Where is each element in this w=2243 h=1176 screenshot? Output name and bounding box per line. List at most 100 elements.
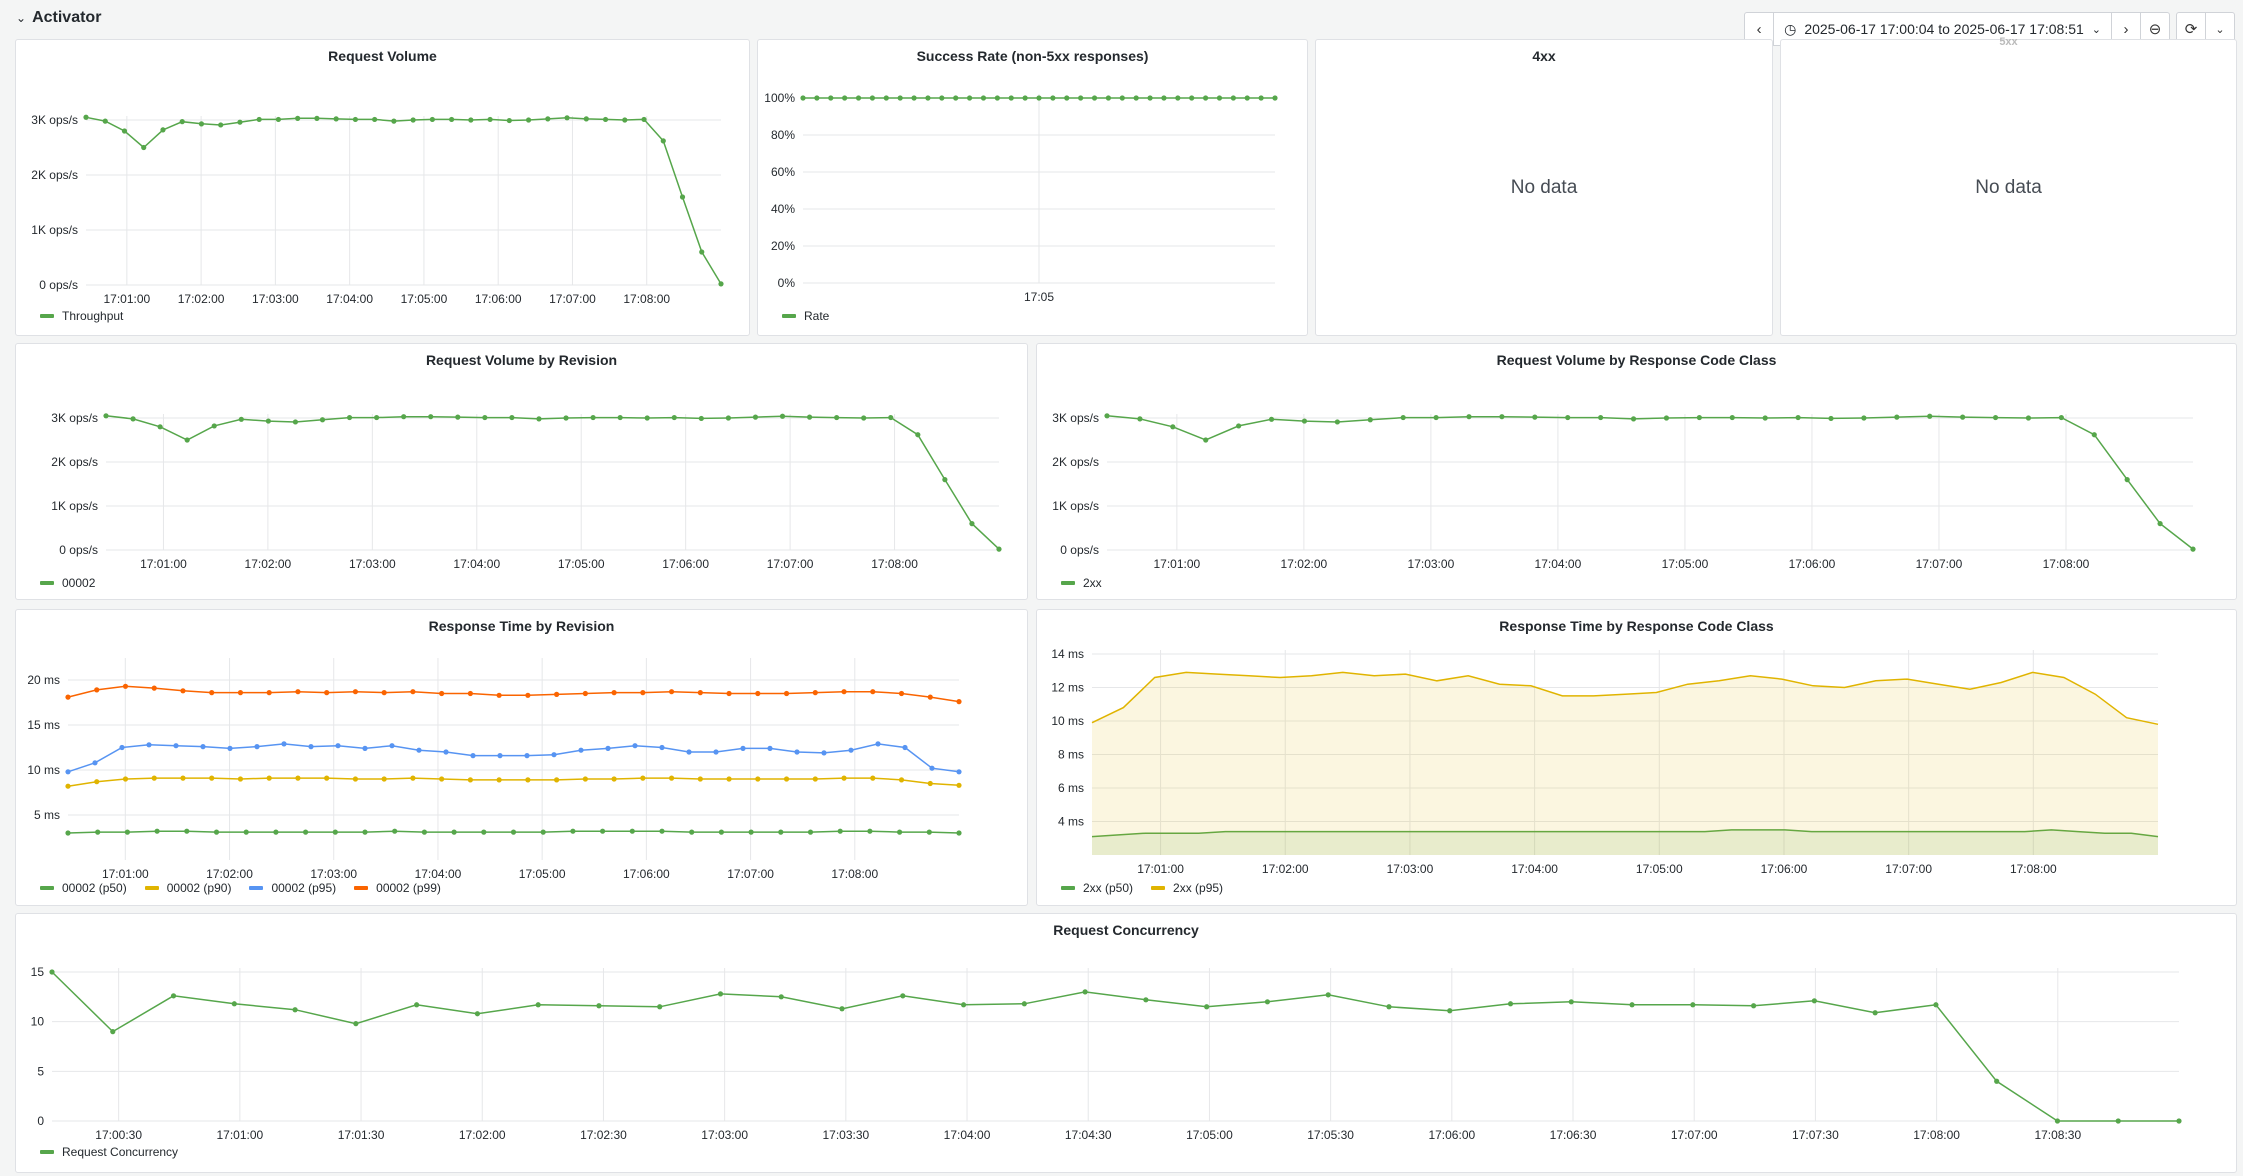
data-point: [429, 116, 435, 123]
refresh-button[interactable]: ⟳: [2177, 13, 2206, 45]
y-tick-label: 4 ms: [1058, 815, 1084, 829]
chart-legend: Request Concurrency: [40, 1145, 178, 1159]
data-point: [1133, 95, 1139, 101]
data-point: [184, 437, 190, 443]
x-tick-label: 17:03:00: [1387, 862, 1434, 876]
legend-item[interactable]: Request Concurrency: [40, 1145, 178, 1159]
panel-concurrency[interactable]: Request Concurrency 15 10 5 0 17:00:30 17:01:…: [15, 913, 2237, 1173]
data-point: [554, 777, 560, 783]
data-point: [200, 744, 206, 750]
data-point: [855, 95, 862, 101]
data-point: [110, 1029, 116, 1035]
data-point: [443, 749, 449, 755]
data-point: [474, 1011, 480, 1017]
panel-request-volume[interactable]: Request Volume 3K ops/s 2K ops/s 1K ops/s 0…: [15, 39, 750, 336]
y-tick-label: 10 ms: [27, 763, 60, 777]
data-point: [121, 128, 128, 134]
x-tick-label: 17:06:00: [1789, 557, 1836, 571]
data-point: [1466, 414, 1472, 420]
data-point: [160, 127, 166, 133]
data-point: [717, 991, 724, 997]
data-point: [324, 775, 330, 781]
panel-5xx[interactable]: 5xx No data: [1780, 36, 2237, 336]
panel-volume-by-revision[interactable]: Request Volume by Revision 3K ops/s 2K op…: [15, 343, 1028, 600]
data-point: [1811, 998, 1817, 1004]
data-point: [2190, 546, 2196, 552]
x-tick-label: 17:06:00: [1428, 1128, 1475, 1142]
data-point: [590, 414, 596, 421]
data-point: [65, 694, 71, 700]
x-tick-label: 17:01:00: [1137, 862, 1184, 876]
data-point: [686, 749, 692, 755]
y-tick-label: 20 ms: [27, 673, 60, 687]
x-tick-label: 17:06:00: [662, 557, 709, 571]
data-point: [755, 690, 761, 697]
x-tick-label: 17:06:00: [475, 292, 522, 306]
legend-item[interactable]: 2xx: [1061, 576, 1102, 590]
data-point: [103, 413, 109, 419]
panel-title: Response Time by Revision: [428, 618, 615, 634]
panel-title: 5xx: [1999, 36, 2018, 48]
data-point: [956, 830, 962, 836]
data-point: [956, 782, 962, 788]
data-point: [668, 689, 675, 695]
panel-volume-by-code[interactable]: Request Volume by Response Code Class 3K…: [1036, 343, 2237, 600]
data-point: [1400, 414, 1406, 421]
data-point: [65, 830, 71, 836]
data-point: [725, 415, 731, 421]
data-point: [779, 413, 786, 419]
data-point: [1301, 418, 1308, 424]
data-point: [870, 689, 876, 695]
y-tick-label: 3K ops/s: [51, 411, 98, 425]
data-point: [179, 119, 185, 125]
legend-item[interactable]: 00002 (p99): [354, 881, 441, 895]
x-tick-label: 17:05:30: [1307, 1128, 1354, 1142]
data-point: [926, 829, 932, 835]
data-point: [389, 743, 395, 749]
row-header[interactable]: ⌄ Activator: [16, 4, 101, 32]
data-point: [602, 116, 609, 123]
y-tick-label: 100%: [764, 91, 795, 105]
data-point: [755, 776, 761, 782]
data-point: [897, 95, 903, 101]
panel-response-by-revision[interactable]: Response Time by Revision 20 ms 15 ms 10 m…: [15, 609, 1028, 906]
x-tick-label: 17:05:00: [519, 867, 566, 881]
refresh-interval-button[interactable]: ⌄: [2206, 13, 2234, 45]
series-area: [1092, 829, 2158, 855]
data-point: [467, 777, 473, 783]
data-point: [381, 776, 387, 782]
y-tick-label: 0 ops/s: [59, 543, 98, 557]
panel-response-by-code[interactable]: Response Time by Response Code Class 14 …: [1036, 609, 2237, 906]
y-tick-label: 0 ops/s: [1060, 543, 1099, 557]
data-point: [1189, 95, 1195, 101]
data-point: [372, 116, 378, 123]
y-tick-label: 60%: [771, 165, 795, 179]
time-range-picker[interactable]: ◷ 2025-06-17 17:00:04 to 2025-06-17 17:0…: [1774, 13, 2112, 45]
legend-item[interactable]: 00002 (p90): [144, 881, 231, 895]
legend-item[interactable]: Rate: [782, 309, 829, 323]
data-point: [1161, 95, 1167, 101]
time-back-button[interactable]: ‹: [1745, 13, 1775, 45]
panel-title: Request Volume by Response Code Class: [1496, 352, 1777, 368]
legend-item[interactable]: Throughput: [40, 309, 123, 323]
chart-legend: 00002: [40, 576, 95, 590]
time-forward-button[interactable]: ›: [2112, 13, 2141, 45]
x-tick-label: 17:02:30: [580, 1128, 627, 1142]
legend-swatch: [40, 581, 54, 585]
data-point: [927, 694, 933, 700]
panel-4xx[interactable]: 4xx No data: [1315, 39, 1773, 336]
zoom-out-button[interactable]: ⊖: [2141, 13, 2169, 45]
data-point: [449, 116, 455, 123]
legend-item[interactable]: 2xx (p50): [1061, 881, 1133, 895]
legend-item[interactable]: 2xx (p95): [1151, 881, 1223, 895]
legend-item[interactable]: 00002 (p50): [40, 881, 127, 895]
legend-swatch: [40, 314, 54, 318]
data-point: [660, 138, 666, 144]
chevron-down-icon[interactable]: ⌄: [16, 11, 27, 25]
legend-item[interactable]: 00002 (p95): [249, 881, 336, 895]
panel-success-rate[interactable]: Success Rate (non-5xx responses) 100% 80%…: [757, 39, 1308, 336]
data-point: [266, 690, 272, 696]
row-title: Activator: [32, 9, 102, 26]
data-point: [1598, 414, 1604, 421]
legend-item[interactable]: 00002: [40, 576, 95, 590]
